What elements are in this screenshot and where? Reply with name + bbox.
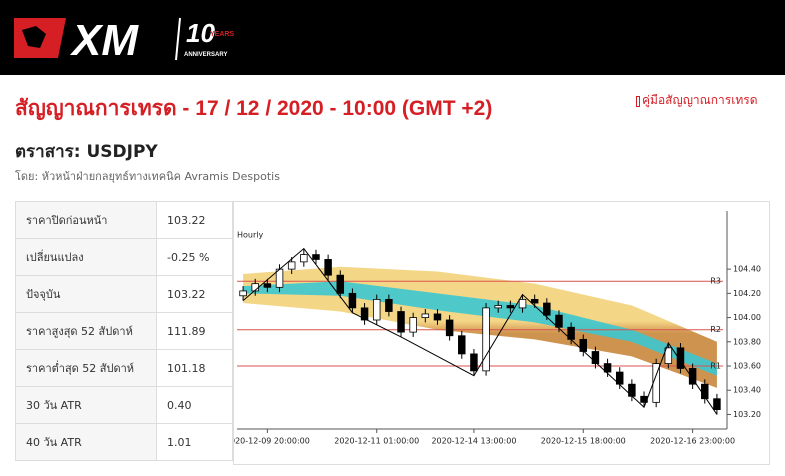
level-label: R1	[710, 362, 721, 371]
y-tick-label: 103.20	[733, 410, 761, 419]
table-row: เปลี่ยนแปลง -0.25 %	[15, 238, 233, 276]
candle-body	[713, 398, 721, 411]
candle-body	[372, 299, 381, 321]
page-title: สัญญาณการเทรด - 17 / 12 / 2020 - 10:00 (…	[15, 97, 493, 120]
table-row: ปัจจุบัน 103.22	[15, 275, 233, 313]
candle-body	[482, 307, 490, 372]
candle-body	[628, 383, 636, 397]
candle-body	[348, 292, 357, 309]
x-tick-label: 2020-12-09 20:00:00	[233, 437, 310, 446]
candle-body	[688, 368, 697, 385]
candle-body	[664, 347, 673, 365]
table-row: ราคาปิดก่อนหน้า 103.22	[15, 201, 233, 239]
candle-body	[263, 283, 272, 288]
table-row: 30 วัน ATR 0.40	[15, 386, 233, 424]
candle-body	[458, 335, 466, 355]
level-label: R3	[710, 277, 721, 286]
x-tick-label: 2020-12-11 01:00:00	[334, 437, 419, 446]
stat-value: 111.89	[156, 312, 233, 350]
badge-caption: ANNIVERSARY	[184, 52, 227, 58]
candle-body	[676, 347, 685, 369]
candle-body	[421, 313, 430, 318]
stat-label: ปัจจุบัน	[15, 275, 157, 313]
author: โดย: หัวหน้าฝ่ายกลยุทธ์ทางเทคนิค Avramis…	[15, 170, 280, 183]
chart-title: Hourly	[237, 231, 263, 240]
zigzag-line	[242, 247, 718, 415]
candle-body	[470, 353, 478, 372]
header-bar: XM 10 YEARS ANNIVERSARY	[0, 0, 785, 75]
candle-body	[433, 313, 442, 321]
candle-body	[530, 299, 539, 304]
y-tick-label: 103.40	[733, 386, 761, 395]
stat-label: 40 วัน ATR	[15, 423, 157, 461]
candle-body	[506, 305, 515, 309]
instrument: ตราสาร: USDJPY	[15, 142, 158, 162]
logo-text: XM	[69, 16, 139, 65]
candle-body	[300, 254, 308, 263]
table-row: ราคาต่ำสุด 52 สัปดาห์ 101.18	[15, 349, 233, 387]
candle-body	[287, 261, 296, 270]
stat-label: ราคาต่ำสุด 52 สัปดาห์	[15, 349, 157, 387]
x-tick-label: 2020-12-15 18:00:00	[541, 437, 626, 446]
candle-body	[324, 259, 332, 276]
y-tick-label: 104.40	[733, 265, 761, 274]
candle-body	[555, 314, 563, 328]
stat-value: 0.40	[156, 386, 233, 424]
stat-label: ราคาสูงสุด 52 สัปดาห์	[15, 312, 157, 350]
y-tick-label: 104.00	[733, 313, 761, 322]
table-row: ราคาสูงสุด 52 สัปดาห์ 111.89	[15, 312, 233, 350]
table-row: 40 วัน ATR 1.01	[15, 423, 233, 461]
guide-link[interactable]: ​คู่มือสัญญาณการเทรด	[636, 91, 758, 110]
stat-value: 1.01	[156, 423, 233, 461]
candle-body	[591, 351, 600, 365]
candle-body	[360, 307, 369, 321]
stat-value: 101.18	[156, 349, 233, 387]
candle-body	[409, 317, 417, 333]
stat-value: 103.22	[156, 201, 233, 239]
badge: 10	[186, 18, 215, 48]
candle-body	[385, 299, 393, 312]
candle-body	[239, 290, 247, 297]
stat-label: 30 วัน ATR	[15, 386, 157, 424]
stat-label: ราคาปิดก่อนหน้า	[15, 201, 157, 239]
candle-body	[445, 319, 454, 337]
y-tick-label: 103.80	[733, 337, 761, 346]
candle-body	[336, 274, 345, 294]
guide-link-text[interactable]: คู่มือสัญญาณการเทรด	[642, 93, 758, 107]
stat-label: เปลี่ยนแปลง	[15, 238, 157, 276]
candle-body	[312, 254, 320, 260]
candle-body	[397, 311, 405, 333]
stats-table: ราคาปิดก่อนหน้า 103.22 เปลี่ยนแปลง -0.25 % ป…	[15, 201, 233, 461]
level-label: R2	[710, 325, 721, 334]
candle-body	[518, 299, 527, 309]
logo: XM 10 YEARS ANNIVERSARY	[14, 16, 234, 65]
badge-sub: YEARS	[210, 31, 234, 38]
chart: Hourly R3 R2 R1 103.20 103.40 103.60 103.80 104…	[233, 201, 770, 465]
x-tick-label: 2020-12-14 13:00:00	[431, 437, 516, 446]
stat-value: 103.22	[156, 275, 233, 313]
candle-body	[543, 302, 551, 316]
candle-body	[579, 338, 588, 352]
y-tick-label: 104.20	[733, 289, 761, 298]
band	[243, 281, 717, 376]
y-tick-label: 103.60	[733, 362, 761, 371]
x-tick-label: 2020-12-16 23:00:00	[650, 437, 735, 446]
candle-body	[494, 305, 502, 309]
stat-value: -0.25 %	[156, 238, 233, 276]
candle-body	[603, 363, 612, 373]
